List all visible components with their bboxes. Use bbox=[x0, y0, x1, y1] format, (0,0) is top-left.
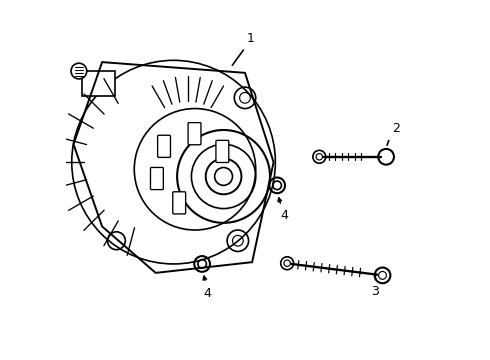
FancyBboxPatch shape bbox=[216, 140, 229, 162]
FancyBboxPatch shape bbox=[82, 71, 115, 96]
Text: 4: 4 bbox=[280, 209, 288, 222]
Circle shape bbox=[206, 158, 242, 194]
Text: 4: 4 bbox=[203, 287, 211, 300]
Text: 3: 3 bbox=[371, 285, 379, 298]
FancyBboxPatch shape bbox=[188, 123, 201, 145]
FancyBboxPatch shape bbox=[173, 192, 186, 214]
FancyBboxPatch shape bbox=[158, 135, 171, 157]
Text: 2: 2 bbox=[392, 122, 400, 135]
Circle shape bbox=[71, 63, 87, 79]
FancyBboxPatch shape bbox=[150, 167, 163, 190]
Text: 1: 1 bbox=[246, 32, 254, 45]
